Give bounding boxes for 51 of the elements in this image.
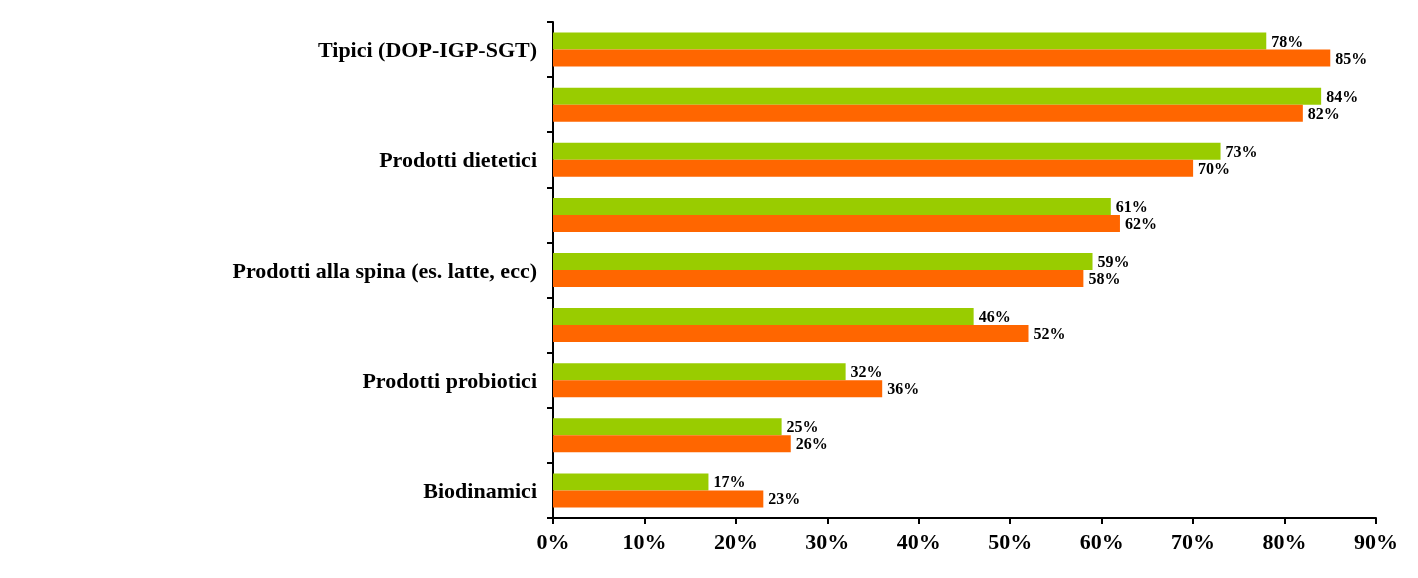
bar	[553, 214, 1120, 232]
data-label: 36%	[887, 380, 920, 398]
x-tick-label: 30%	[805, 528, 850, 554]
data-label: 73%	[1225, 142, 1258, 160]
x-tick-label: 60%	[1079, 528, 1124, 554]
data-label: 52%	[1033, 325, 1066, 343]
bar	[553, 142, 1221, 160]
y-tick-label: Biodinamici	[423, 477, 537, 503]
bar	[553, 159, 1194, 177]
bar	[553, 87, 1322, 105]
data-label: 17%	[713, 473, 746, 491]
data-label: 46%	[978, 308, 1011, 326]
y-tick-label: Prodotti dietetici	[379, 147, 537, 173]
bar	[553, 363, 846, 381]
bar	[553, 418, 782, 436]
bar	[553, 270, 1084, 287]
bar	[553, 253, 1093, 270]
bar	[553, 473, 709, 491]
x-tick-label: 10%	[622, 528, 667, 554]
bar	[553, 490, 764, 508]
data-label: 78%	[1271, 32, 1304, 50]
bar	[553, 104, 1303, 122]
bar	[553, 325, 1029, 343]
data-label: 85%	[1335, 49, 1368, 67]
y-tick-label: Prodotti alla spina (es. latte, ecc)	[232, 257, 537, 283]
y-tick-label: Tipici (DOP-IGP-SGT)	[318, 37, 537, 63]
data-label: 58%	[1088, 270, 1121, 287]
bar	[553, 380, 883, 398]
data-label: 61%	[1115, 197, 1148, 215]
data-label: 59%	[1097, 253, 1130, 270]
bar	[553, 435, 791, 453]
x-tick-label: 80%	[1262, 528, 1307, 554]
data-label: 70%	[1198, 159, 1231, 177]
data-label: 26%	[795, 435, 828, 453]
y-tick-label: Prodotti probiotici	[362, 367, 537, 393]
bar	[553, 49, 1331, 67]
bar	[553, 308, 974, 326]
data-label: 84%	[1326, 87, 1359, 105]
x-tick-label: 90%	[1354, 528, 1398, 554]
x-tick-label: 40%	[896, 528, 941, 554]
data-label: 23%	[768, 490, 801, 508]
bar	[553, 32, 1267, 50]
x-tick-label: 50%	[988, 528, 1033, 554]
bar	[553, 197, 1111, 215]
data-label: 82%	[1307, 104, 1340, 122]
x-tick-label: 20%	[713, 528, 758, 554]
x-tick-label: 0%	[536, 528, 570, 554]
data-label: 62%	[1124, 214, 1157, 232]
data-label: 25%	[786, 418, 819, 436]
x-tick-label: 70%	[1171, 528, 1216, 554]
data-label: 32%	[850, 363, 883, 381]
